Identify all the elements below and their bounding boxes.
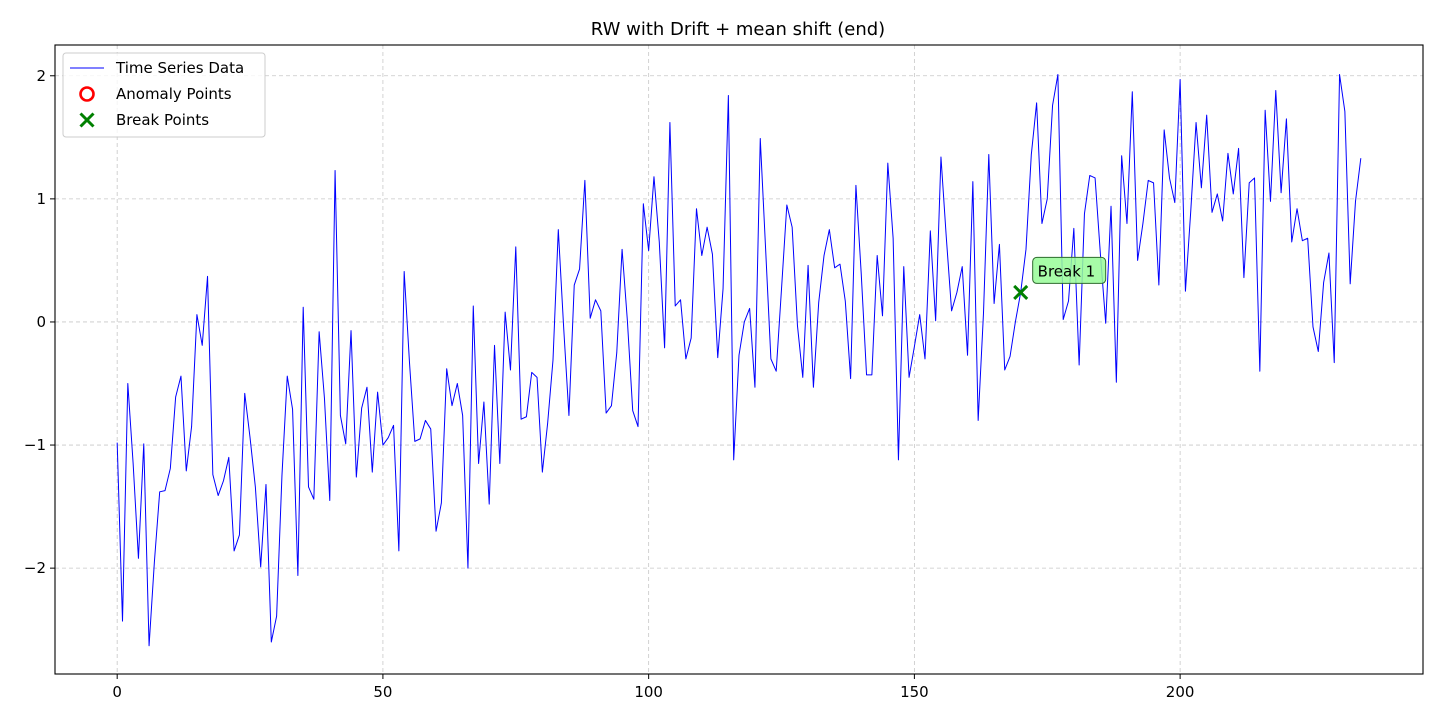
y-tick-label: 0 [36, 313, 46, 331]
legend-label: Break Points [116, 111, 209, 129]
y-tick-label: 1 [36, 190, 46, 208]
break-label-text: Break 1 [1038, 262, 1096, 280]
x-tick-label: 50 [373, 683, 392, 701]
break-label-box [1032, 256, 1107, 284]
legend-label: Anomaly Points [116, 85, 232, 103]
plot-area-frame [54, 44, 1424, 675]
break-point-marker [1013, 284, 1029, 300]
grid-lines [55, 45, 1423, 674]
break-point-markers [1013, 284, 1029, 300]
legend-circle-marker [79, 86, 95, 102]
legend-x-marker [79, 112, 95, 128]
x-axis-ticks: 0 50 100 150 200 [112, 674, 1194, 701]
legend-label: Time Series Data [115, 59, 244, 77]
y-tick-label: −1 [24, 436, 46, 454]
annotations: Break 1 [1032, 256, 1107, 284]
break-point-x-stroke [1013, 284, 1029, 300]
x-tick-label: 200 [1166, 683, 1195, 701]
y-tick-label: 2 [36, 67, 46, 85]
y-tick-label: −2 [24, 559, 46, 577]
series-lines [116, 74, 1362, 647]
chart-title: RW with Drift + mean shift (end) [591, 19, 885, 40]
x-tick-label: 100 [634, 683, 663, 701]
legend-box [62, 52, 266, 138]
legend: Time Series Data Anomaly Points Break Poin… [62, 52, 266, 138]
x-tick-label: 0 [112, 683, 122, 701]
y-axis-ticks: −2 −1 0 1 2 [24, 67, 55, 577]
series-line-time-series-data [116, 74, 1362, 647]
x-tick-label: 150 [900, 683, 929, 701]
